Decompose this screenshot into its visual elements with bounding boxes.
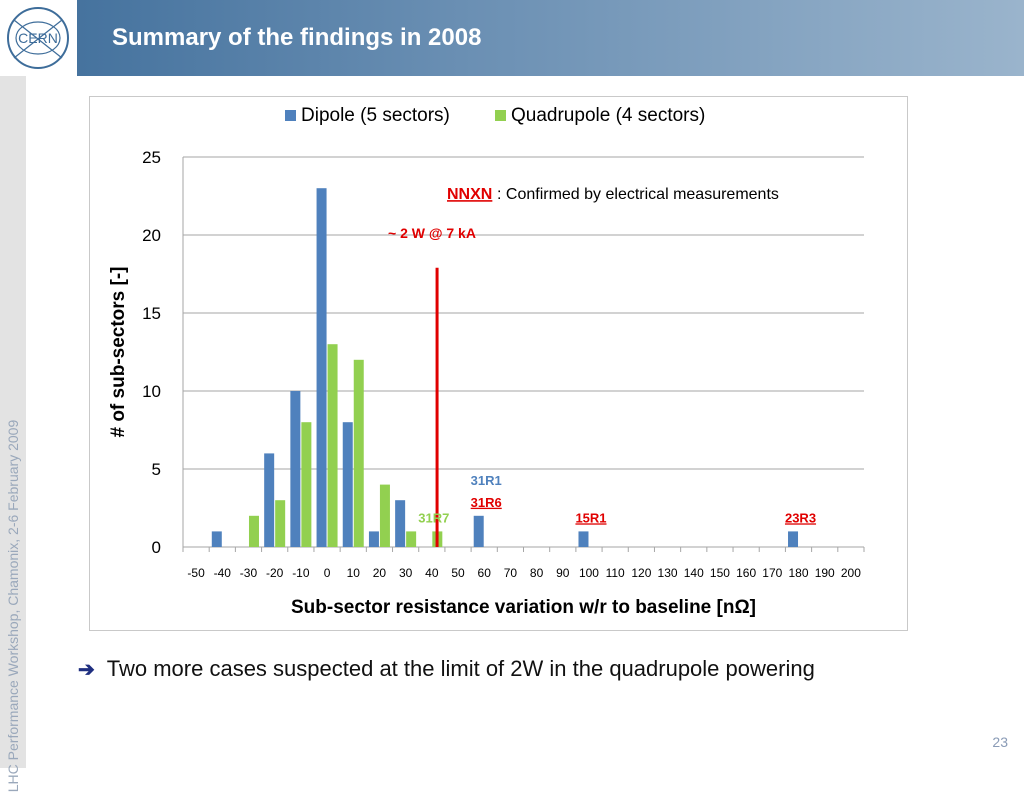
logo-text: CERN xyxy=(18,30,58,46)
x-tick-label: -30 xyxy=(240,566,258,580)
nnxn-text: : Confirmed by electrical measurements xyxy=(497,186,779,203)
x-tick-label: 20 xyxy=(373,566,387,580)
x-tick-label: 160 xyxy=(736,566,756,580)
quadrupole-bar xyxy=(275,500,286,547)
x-tick-label: -20 xyxy=(266,566,284,580)
legend-swatch-quadrupole xyxy=(495,110,506,121)
dipole-bar xyxy=(368,531,379,547)
legend-label-quadrupole: Quadrupole (4 sectors) xyxy=(511,105,705,126)
x-tick-label: 140 xyxy=(684,566,704,580)
x-tick-label: -40 xyxy=(214,566,232,580)
bullet-item: ➔ Two more cases suspected at the limit … xyxy=(78,656,815,682)
dipole-bar xyxy=(316,188,327,547)
point-label: 23R3 xyxy=(785,510,816,525)
quadrupole-bar xyxy=(379,484,390,547)
sidebar-strip: LHC Performance Workshop, Chamonix, 2-6 … xyxy=(0,76,26,792)
x-tick-label: 50 xyxy=(451,566,465,580)
x-tick-label: 30 xyxy=(399,566,413,580)
nnxn-label: NNXN xyxy=(447,186,492,203)
x-tick-label: 60 xyxy=(478,566,492,580)
dipole-bar xyxy=(395,500,406,547)
x-tick-label: 150 xyxy=(710,566,730,580)
x-tick-label: 190 xyxy=(815,566,835,580)
x-tick-label: -50 xyxy=(187,566,205,580)
point-label: 15R1 xyxy=(575,510,606,525)
y-tick-label: 5 xyxy=(152,460,161,479)
threshold-label: ~ 2 W @ 7 kA xyxy=(388,225,476,241)
x-tick-label: 10 xyxy=(347,566,361,580)
slide-title: Summary of the findings in 2008 xyxy=(112,24,482,51)
quadrupole-bar xyxy=(406,531,417,547)
dipole-bar xyxy=(290,391,301,547)
quadrupole-bar xyxy=(327,344,338,547)
bar-chart: 0 5 10 15 20 25 -50 -40 -30 -20 -10 0 10 20 30 40 50 60 70… xyxy=(108,105,865,618)
y-tick-label: 25 xyxy=(142,148,161,167)
cern-logo-icon: CERN xyxy=(7,7,69,69)
dipole-bar xyxy=(578,531,589,547)
arrow-right-icon: ➔ xyxy=(78,658,95,681)
x-axis-title: Sub-sector resistance variation w/r to b… xyxy=(291,597,756,618)
slide-header: CERN Summary of the findings in 2008 xyxy=(0,0,1024,76)
chart-frame: 0 5 10 15 20 25 -50 -40 -30 -20 -10 0 10 20 30 40 50 60 70… xyxy=(89,96,908,631)
x-tick-label: 0 xyxy=(324,566,331,580)
cern-logo: CERN xyxy=(0,0,77,76)
y-tick-label: 0 xyxy=(152,538,161,557)
quadrupole-bar xyxy=(248,515,259,547)
page-number: 23 xyxy=(992,734,1008,750)
dipole-bar xyxy=(473,515,484,547)
point-label: 31R6 xyxy=(471,495,502,510)
sidebar-text: LHC Performance Workshop, Chamonix, 2-6 … xyxy=(5,419,21,792)
x-tick-label: 100 xyxy=(579,566,599,580)
x-tick-label: 200 xyxy=(841,566,861,580)
y-axis-title: # of sub-sectors [-] xyxy=(108,266,129,437)
bullet-text: Two more cases suspected at the limit of… xyxy=(106,656,815,681)
x-tick-label: 180 xyxy=(789,566,809,580)
legend-label-dipole: Dipole (5 sectors) xyxy=(301,105,450,126)
legend-swatch-dipole xyxy=(285,110,296,121)
dipole-bar xyxy=(211,531,222,547)
quadrupole-bar xyxy=(301,422,312,547)
point-label: 31R7 xyxy=(418,510,449,525)
dipole-bar xyxy=(342,422,353,547)
x-tick-label: 110 xyxy=(606,566,625,580)
dipole-bar xyxy=(264,453,275,547)
x-tick-label: 130 xyxy=(658,566,678,580)
y-tick-label: 15 xyxy=(142,304,161,323)
x-tick-label: 40 xyxy=(425,566,439,580)
x-tick-label: 170 xyxy=(762,566,782,580)
x-tick-label: 90 xyxy=(556,566,570,580)
x-tick-label: 120 xyxy=(631,566,651,580)
x-tick-label: 70 xyxy=(504,566,518,580)
point-label: 31R1 xyxy=(471,473,502,488)
y-tick-label: 10 xyxy=(142,382,161,401)
dipole-bar xyxy=(788,531,799,547)
quadrupole-bar xyxy=(353,359,364,547)
x-tick-label: -10 xyxy=(292,566,310,580)
x-tick-label: 80 xyxy=(530,566,544,580)
y-tick-label: 20 xyxy=(142,226,161,245)
